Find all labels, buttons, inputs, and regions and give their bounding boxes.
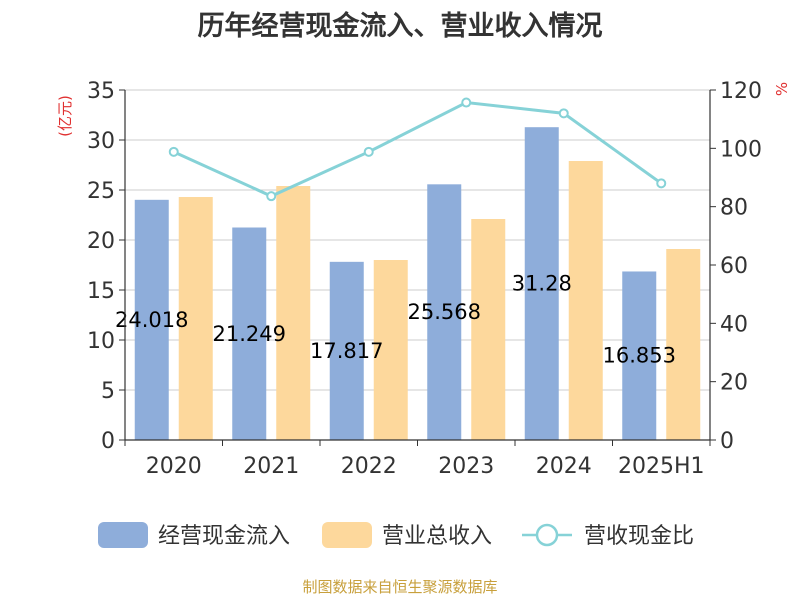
ratio-point <box>656 178 667 189</box>
data-label: 16.853 <box>603 344 676 368</box>
ratio-line <box>173 101 663 198</box>
y-tick-label: 5 <box>101 379 115 404</box>
x-tick-label: 2024 <box>536 454 592 479</box>
x-tick-label: 2025H1 <box>618 454 705 479</box>
bar-cash-inflow <box>232 227 267 440</box>
y2-tick-label: 80 <box>720 196 748 221</box>
data-label: 17.817 <box>310 339 383 363</box>
legend-label-ratio: 营收现金比 <box>584 524 694 549</box>
bar-revenue <box>373 260 408 440</box>
legend-swatch-ratio-marker <box>535 523 559 547</box>
y-tick-label: 25 <box>87 179 115 204</box>
y2-tick-label: 120 <box>720 79 762 104</box>
source-note: 制图数据来自恒生聚源数据库 <box>302 578 498 596</box>
y2-tick-label: 20 <box>720 371 748 396</box>
bar-cash-inflow <box>134 199 169 440</box>
chart-title: 历年经营现金流入、营业收入情况 <box>197 11 603 42</box>
bar-cash-inflow <box>524 127 559 440</box>
y-tick-label: 15 <box>87 279 115 304</box>
y-tick-label: 30 <box>87 129 115 154</box>
y-tick-label: 0 <box>101 429 115 454</box>
ratio-point <box>558 108 569 119</box>
data-label: 24.018 <box>115 308 188 332</box>
legend-label-cash-inflow: 经营现金流入 <box>158 524 290 549</box>
bar-cash-inflow <box>329 261 364 440</box>
x-tick-label: 2020 <box>146 454 202 479</box>
y-tick-label: 35 <box>87 79 115 104</box>
ratio-point <box>461 97 472 108</box>
bar-revenue <box>276 186 311 440</box>
bar-revenue <box>178 197 213 440</box>
ratio-point <box>168 146 179 157</box>
x-tick-label: 2023 <box>438 454 494 479</box>
data-label: 31.28 <box>512 272 572 296</box>
bar-revenue <box>471 219 506 440</box>
bar-revenue <box>568 161 603 440</box>
bar-cash-inflow <box>622 271 657 440</box>
legend-swatch-revenue <box>322 522 372 548</box>
x-tick-label: 2022 <box>341 454 397 479</box>
y-tick-label: 20 <box>87 229 115 254</box>
data-label: 25.568 <box>408 300 481 324</box>
legend-label-revenue: 营业总收入 <box>382 524 492 549</box>
ratio-point <box>266 191 277 202</box>
y2-tick-label: 100 <box>720 137 762 162</box>
bar-cash-inflow <box>427 184 462 440</box>
bar-revenue <box>666 249 701 440</box>
y2-tick-label: 60 <box>720 254 748 279</box>
legend-swatch-cash-inflow <box>98 522 148 548</box>
data-label: 21.249 <box>213 322 286 346</box>
y-axis-unit-label: (亿元) <box>56 95 74 137</box>
x-tick-label: 2021 <box>243 454 299 479</box>
ratio-point <box>363 146 374 157</box>
y2-tick-label: 40 <box>720 312 748 337</box>
y2-axis-unit-label: % <box>773 82 791 96</box>
y2-tick-label: 0 <box>720 429 734 454</box>
y-tick-label: 10 <box>87 329 115 354</box>
